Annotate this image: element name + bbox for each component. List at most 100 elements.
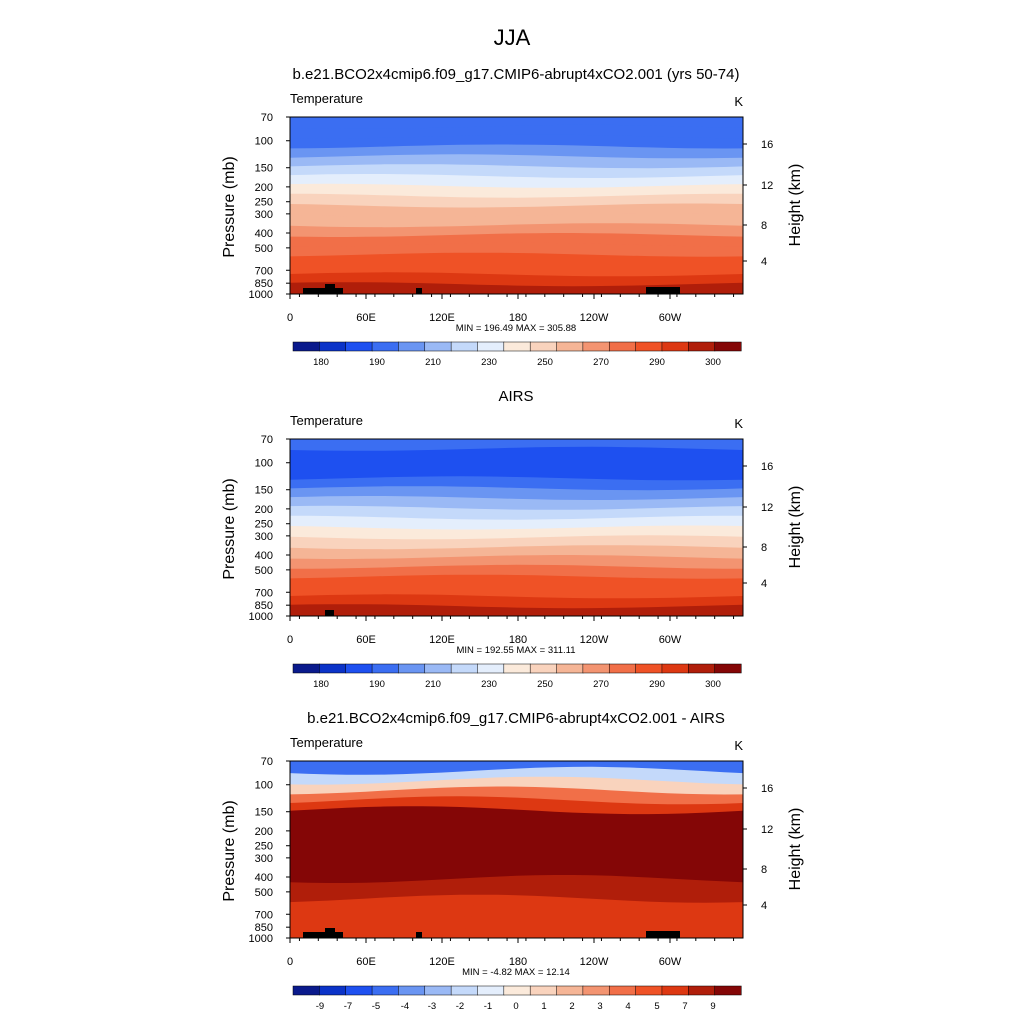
land-block — [303, 288, 343, 294]
colorbar-cell — [398, 985, 426, 996]
contour-bands — [290, 439, 743, 616]
plot-frame — [289, 438, 744, 617]
pressure-tick-label: 150 — [255, 163, 273, 175]
pressure-tick-label: 700 — [255, 587, 273, 599]
x-tick-label: 120E — [429, 956, 455, 968]
pressure-tick-label: 300 — [255, 853, 273, 865]
units-label: K — [734, 416, 743, 431]
colorbar-label: 3 — [597, 1001, 602, 1012]
colorbar-cell — [529, 985, 558, 996]
pressure-tick-label: 850 — [255, 278, 273, 290]
topography — [303, 928, 680, 938]
pressure-tick-label: 500 — [255, 887, 273, 899]
x-tick-label: 60W — [659, 956, 682, 968]
colorbar-cell — [477, 663, 505, 674]
height-tick-label: 8 — [761, 542, 767, 554]
x-tick-label: 180 — [509, 634, 527, 646]
contour-band — [290, 282, 743, 294]
height-tick-label: 4 — [761, 578, 767, 590]
colorbar-cell — [371, 663, 399, 674]
pressure-tick-label: 100 — [255, 136, 273, 148]
stats-label: MIN = 196.49 MAX = 305.88 — [456, 323, 576, 334]
colorbar-label: 0 — [513, 1001, 518, 1012]
pressure-tick-label: 250 — [255, 519, 273, 531]
units-label: K — [734, 738, 743, 753]
panel-1: b.e21.BCO2x4cmip6.f09_g17.CMIP6-abrupt4x… — [221, 66, 804, 368]
colorbar-cell — [608, 341, 637, 352]
pressure-tick-label: 700 — [255, 265, 273, 277]
colorbar-label: 2 — [569, 1001, 574, 1012]
panel-title: b.e21.BCO2x4cmip6.f09_g17.CMIP6-abrupt4x… — [307, 710, 725, 727]
land-block — [303, 932, 343, 938]
colorbar-cell — [556, 341, 584, 352]
contour-band — [290, 924, 743, 938]
height-tick-label: 12 — [761, 502, 773, 514]
colorbar-cell — [556, 985, 584, 996]
pressure-tick-label: 70 — [261, 112, 273, 124]
colorbar-cell — [371, 341, 399, 352]
x-tick-label: 120W — [580, 312, 609, 324]
x-tick-label: 60E — [356, 634, 376, 646]
pressure-tick-label: 100 — [255, 458, 273, 470]
y-axis-label: Pressure (mb) — [221, 478, 238, 579]
variable-label: Temperature — [290, 91, 363, 106]
pressure-tick-label: 70 — [261, 434, 273, 446]
x-tick-label: 120E — [429, 312, 455, 324]
colorbar-cell — [319, 341, 347, 352]
height-tick-label: 16 — [761, 461, 773, 473]
colorbar-cell — [503, 663, 531, 674]
colorbar-label: 4 — [625, 1001, 630, 1012]
colorbar-label: 1 — [541, 1001, 546, 1012]
colorbar-cell — [635, 985, 663, 996]
topography — [325, 610, 334, 616]
colorbar-label: 290 — [649, 357, 665, 368]
x-tick-label: 0 — [287, 312, 293, 324]
land-block — [325, 928, 335, 938]
colorbar-cell — [714, 985, 742, 996]
colorbar-label: 5 — [654, 1001, 659, 1012]
y-axis-label: Pressure (mb) — [221, 800, 238, 901]
colorbar-cell — [503, 985, 531, 996]
pressure-tick-label: 100 — [255, 780, 273, 792]
colorbar-cell — [582, 341, 610, 352]
x-tick-label: 180 — [509, 956, 527, 968]
colorbar-cell — [345, 985, 373, 996]
colorbar-label: 290 — [649, 679, 665, 690]
pressure-tick-label: 250 — [255, 841, 273, 853]
x-tick-label: 120W — [580, 634, 609, 646]
colorbar-label: -2 — [456, 1001, 464, 1012]
pressure-tick-label: 1000 — [249, 289, 273, 301]
colorbar-label: 180 — [313, 679, 329, 690]
colorbar-cell — [556, 663, 584, 674]
panel-title: b.e21.BCO2x4cmip6.f09_g17.CMIP6-abrupt4x… — [293, 66, 740, 83]
colorbar-cell — [661, 663, 689, 674]
colorbar-label: 300 — [705, 357, 721, 368]
height-tick-label: 4 — [761, 900, 767, 912]
land-block — [325, 284, 335, 294]
pressure-tick-label: 850 — [255, 922, 273, 934]
pressure-tick-label: 850 — [255, 600, 273, 612]
colorbar-cell — [424, 663, 452, 674]
colorbar-cell — [424, 985, 452, 996]
colorbar-label: 300 — [705, 679, 721, 690]
height-tick-label: 8 — [761, 864, 767, 876]
colorbar-cell — [582, 663, 610, 674]
plot-frame — [289, 760, 744, 939]
y-axis-right-label: Height (km) — [787, 808, 804, 891]
colorbar-label: 7 — [682, 1001, 687, 1012]
colorbar-cell — [450, 663, 479, 674]
colorbar-cell — [714, 663, 742, 674]
colorbar-label: -7 — [344, 1001, 352, 1012]
colorbar-cell — [292, 985, 320, 996]
colorbar-cell — [477, 985, 505, 996]
land-block — [646, 931, 680, 938]
colorbar-label: 230 — [481, 357, 497, 368]
figure-title: JJA — [494, 25, 531, 50]
land-block — [646, 287, 680, 294]
colorbar-cell — [714, 341, 742, 352]
height-tick-label: 16 — [761, 139, 773, 151]
colorbar-cell — [661, 985, 689, 996]
y-axis-right-label: Height (km) — [787, 164, 804, 247]
colorbar-cell — [688, 663, 716, 674]
pressure-tick-label: 250 — [255, 197, 273, 209]
